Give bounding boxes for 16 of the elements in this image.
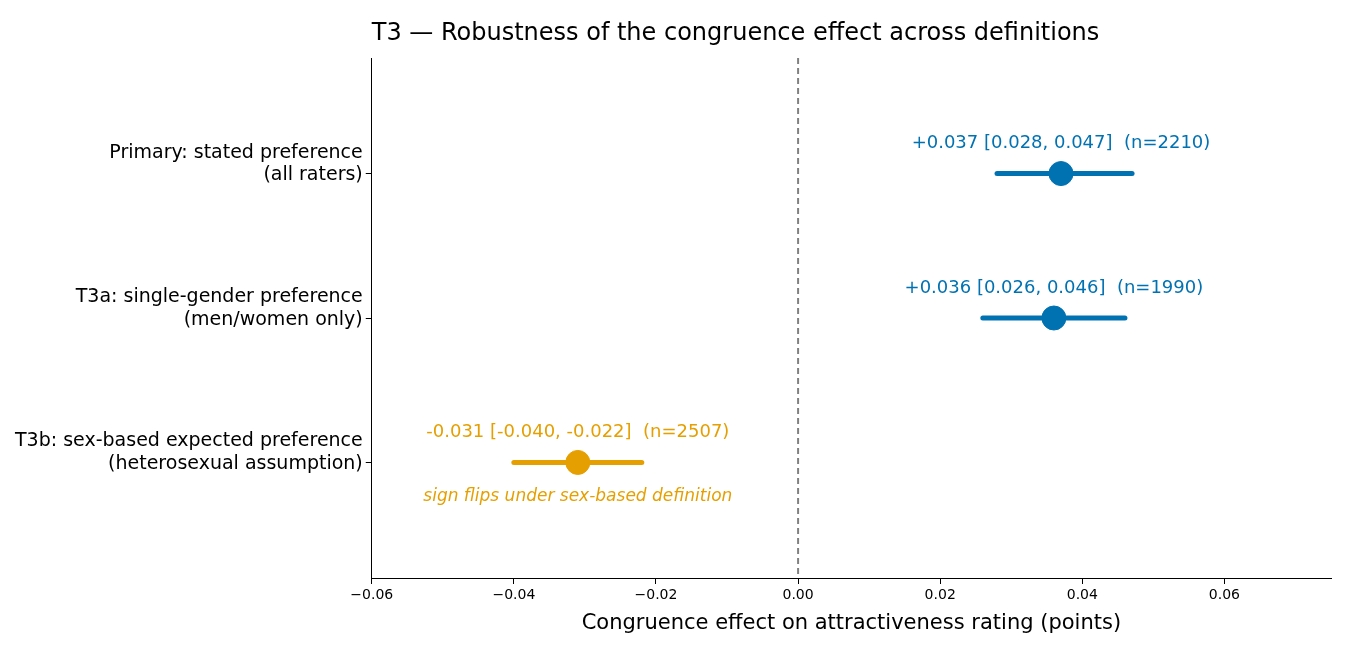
x-tick-label: 0.04	[1066, 586, 1098, 603]
x-tick-label: −0.04	[492, 586, 536, 603]
y-tick-label: Primary: stated preference (all raters)	[109, 139, 363, 185]
chart-title: T3 — Robustness of the congruence effect across definitions	[370, 18, 1100, 47]
x-tick-label: −0.06	[350, 586, 394, 603]
x-tick-label: −0.02	[634, 586, 678, 603]
x-tick-label: 0.00	[782, 586, 814, 603]
data-label: -0.031 [-0.040, -0.022] (n=2507)	[426, 420, 730, 442]
x-tick-label: 0.06	[1208, 586, 1241, 603]
y-tick-label: T3b: sex-based expected preference (heterosexual assumption)	[14, 428, 363, 474]
data-label: +0.037 [0.028, 0.047] (n=2210)	[911, 131, 1211, 153]
x-axis-title: Congruence effect on attractiveness rating (points)	[581, 609, 1122, 634]
annotation: sign flips under sex-based definition	[423, 484, 733, 505]
x-tick-label: 0.02	[924, 586, 956, 603]
y-tick-label: T3a: single-gender preference (men/women only)	[74, 284, 363, 329]
data-label: +0.036 [0.026, 0.046] (n=1990)	[904, 275, 1204, 297]
